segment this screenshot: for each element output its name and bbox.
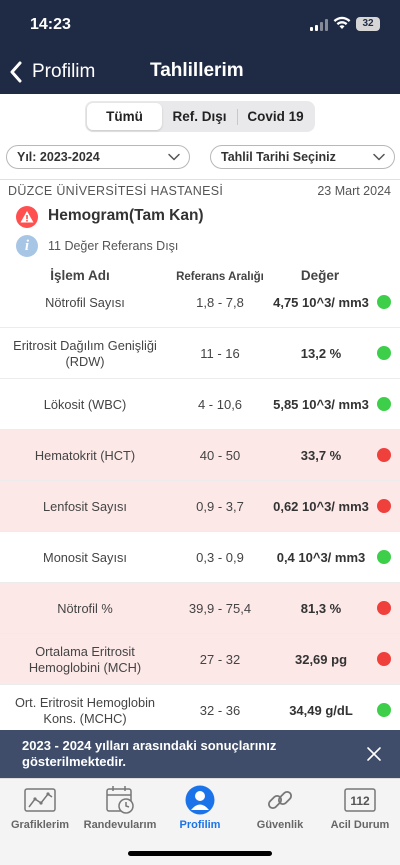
reference-range: 1,8 - 7,8 xyxy=(196,295,244,310)
normal-range-dot xyxy=(377,703,391,717)
tab-guvenlik[interactable]: Güvenlik xyxy=(240,785,320,831)
nav-bar: Profilim Tahlillerim xyxy=(0,50,400,94)
table-header: İşlem Adı Referans Aralığı Değer xyxy=(0,268,400,288)
divider xyxy=(0,179,400,180)
warning-icon xyxy=(16,206,38,228)
test-name: Nötrofil % xyxy=(57,600,113,616)
out-of-range-dot xyxy=(377,652,391,666)
tab-bar: Grafiklerim Randevularım Profilim Güvenl… xyxy=(0,778,400,865)
reference-range: 39,9 - 75,4 xyxy=(188,601,252,616)
out-of-range-dot xyxy=(377,448,391,462)
tab-all[interactable]: Tümü xyxy=(87,103,162,130)
home-indicator xyxy=(128,851,272,856)
reference-range: 27 - 32 xyxy=(199,652,241,667)
info-banner: 2023 - 2024 yılları arasındaki sonuçları… xyxy=(0,730,400,778)
person-icon xyxy=(185,785,215,815)
result-value: 33,7 % xyxy=(300,447,342,463)
chevron-down-icon xyxy=(168,153,180,161)
reference-range: 40 - 50 xyxy=(199,448,241,463)
normal-range-dot xyxy=(377,346,391,360)
out-of-range-info: 11 Değer Referans Dışı xyxy=(48,239,179,253)
test-name: Ortalama Eritrosit Hemoglobini (MCH) xyxy=(28,643,142,675)
calendar-icon xyxy=(106,786,134,814)
chevron-left-icon xyxy=(10,61,22,83)
back-button[interactable]: Profilim xyxy=(8,58,95,86)
table-row[interactable]: Lökosit (WBC) 4 - 10,6 5,85 10^3/ mm3 xyxy=(0,379,400,430)
result-value: 34,49 g/dL xyxy=(289,702,353,718)
test-title[interactable]: Hemogram(Tam Kan) xyxy=(48,207,204,224)
test-name: Nötrofil Sayısı xyxy=(45,294,125,310)
reference-range: 0,3 - 0,9 xyxy=(196,550,244,565)
result-value: 32,69 pg xyxy=(294,651,348,667)
column-header-name: İşlem Adı xyxy=(50,268,110,283)
banner-message: 2023 - 2024 yılları arasındaki sonuçları… xyxy=(22,738,277,769)
tab-label: Güvenlik xyxy=(256,819,304,831)
test-date-select[interactable]: Tahlil Tarihi Seçiniz xyxy=(210,145,395,169)
segment-divider xyxy=(237,108,238,125)
test-name: Lenfosit Sayısı xyxy=(43,498,127,514)
test-name: Ort. Eritrosit Hemoglobin Kons. (MCHC) xyxy=(14,694,156,726)
reference-range: 0,9 - 3,7 xyxy=(196,499,244,514)
wifi-icon xyxy=(333,16,351,29)
tab-out-of-reference[interactable]: Ref. Dışı xyxy=(172,109,227,124)
report-date: 23 Mart 2024 xyxy=(317,184,391,198)
table-row[interactable]: Ort. Eritrosit Hemoglobin Kons. (MCHC) 32… xyxy=(0,685,400,730)
table-row[interactable]: Eritrosit Dağılım Genişliği (RDW) 11 - 16… xyxy=(0,328,400,379)
results-list[interactable]: Nötrofil Sayısı 1,8 - 7,8 4,75 10^3/ mm3 Er… xyxy=(0,288,400,730)
tab-randevularim[interactable]: Randevularım xyxy=(80,785,160,831)
reference-range: 4 - 10,6 xyxy=(197,397,243,412)
battery-icon: 32 xyxy=(356,17,380,31)
tab-label: Randevularım xyxy=(83,819,157,831)
column-header-range: Referans Aralığı xyxy=(176,271,264,283)
status-time: 14:23 xyxy=(30,16,71,33)
tab-covid19[interactable]: Covid 19 xyxy=(247,109,304,124)
emergency-number: 112 xyxy=(350,794,370,808)
close-icon[interactable] xyxy=(366,746,382,762)
table-row[interactable]: Hematokrit (HCT) 40 - 50 33,7 % xyxy=(0,430,400,481)
reference-range: 11 - 16 xyxy=(200,346,240,361)
result-value: 81,3 % xyxy=(300,600,342,616)
test-name: Monosit Sayısı xyxy=(43,549,127,565)
tab-profilim[interactable]: Profilim xyxy=(160,785,240,831)
filter-segment: Tümü Ref. Dışı Covid 19 xyxy=(85,101,315,132)
test-date-select-value: Tahlil Tarihi Seçiniz xyxy=(221,150,336,164)
test-name: Lökosit (WBC) xyxy=(43,396,127,412)
result-value: 4,75 10^3/ mm3 xyxy=(273,294,369,310)
info-icon: i xyxy=(16,235,38,257)
tab-label: Acil Durum xyxy=(330,819,390,831)
normal-range-dot xyxy=(377,295,391,309)
emergency-icon: 112 xyxy=(344,788,376,812)
normal-range-dot xyxy=(377,550,391,564)
hospital-name: DÜZCE ÜNİVERSİTESİ HASTANESİ xyxy=(8,184,224,198)
tab-acil-durum[interactable]: 112 Acil Durum xyxy=(320,785,400,831)
result-value: 13,2 % xyxy=(300,345,342,361)
back-label: Profilim xyxy=(32,61,96,82)
out-of-range-dot xyxy=(377,601,391,615)
chart-icon xyxy=(24,788,56,812)
test-name: Hematokrit (HCT) xyxy=(34,447,136,463)
table-row[interactable]: Lenfosit Sayısı 0,9 - 3,7 0,62 10^3/ mm3 xyxy=(0,481,400,532)
year-select-value: Yıl: 2023-2024 xyxy=(17,150,100,164)
result-value: 0,4 10^3/ mm3 xyxy=(276,549,366,565)
table-row[interactable]: Nötrofil % 39,9 - 75,4 81,3 % xyxy=(0,583,400,634)
column-header-value: Değer xyxy=(300,268,340,283)
chevron-down-icon xyxy=(373,153,385,161)
result-value: 5,85 10^3/ mm3 xyxy=(273,396,369,412)
tab-label: Profilim xyxy=(179,819,221,831)
result-value: 0,62 10^3/ mm3 xyxy=(273,498,369,514)
out-of-range-dot xyxy=(377,499,391,513)
link-icon xyxy=(267,790,293,810)
year-select[interactable]: Yıl: 2023-2024 xyxy=(6,145,190,169)
table-row[interactable]: Monosit Sayısı 0,3 - 0,9 0,4 10^3/ mm3 xyxy=(0,532,400,583)
normal-range-dot xyxy=(377,397,391,411)
reference-range: 32 - 36 xyxy=(199,703,241,718)
page-title: Tahlillerim xyxy=(150,60,244,81)
test-name: Eritrosit Dağılım Genişliği (RDW) xyxy=(13,337,157,369)
tab-grafiklerim[interactable]: Grafiklerim xyxy=(0,785,80,831)
tab-label: Grafiklerim xyxy=(10,819,70,831)
status-bar: 14:23 32 xyxy=(0,0,400,50)
table-row[interactable]: Ortalama Eritrosit Hemoglobini (MCH) 27 -… xyxy=(0,634,400,685)
table-row[interactable]: Nötrofil Sayısı 1,8 - 7,8 4,75 10^3/ mm3 xyxy=(0,288,400,328)
signal-icon xyxy=(310,19,328,31)
